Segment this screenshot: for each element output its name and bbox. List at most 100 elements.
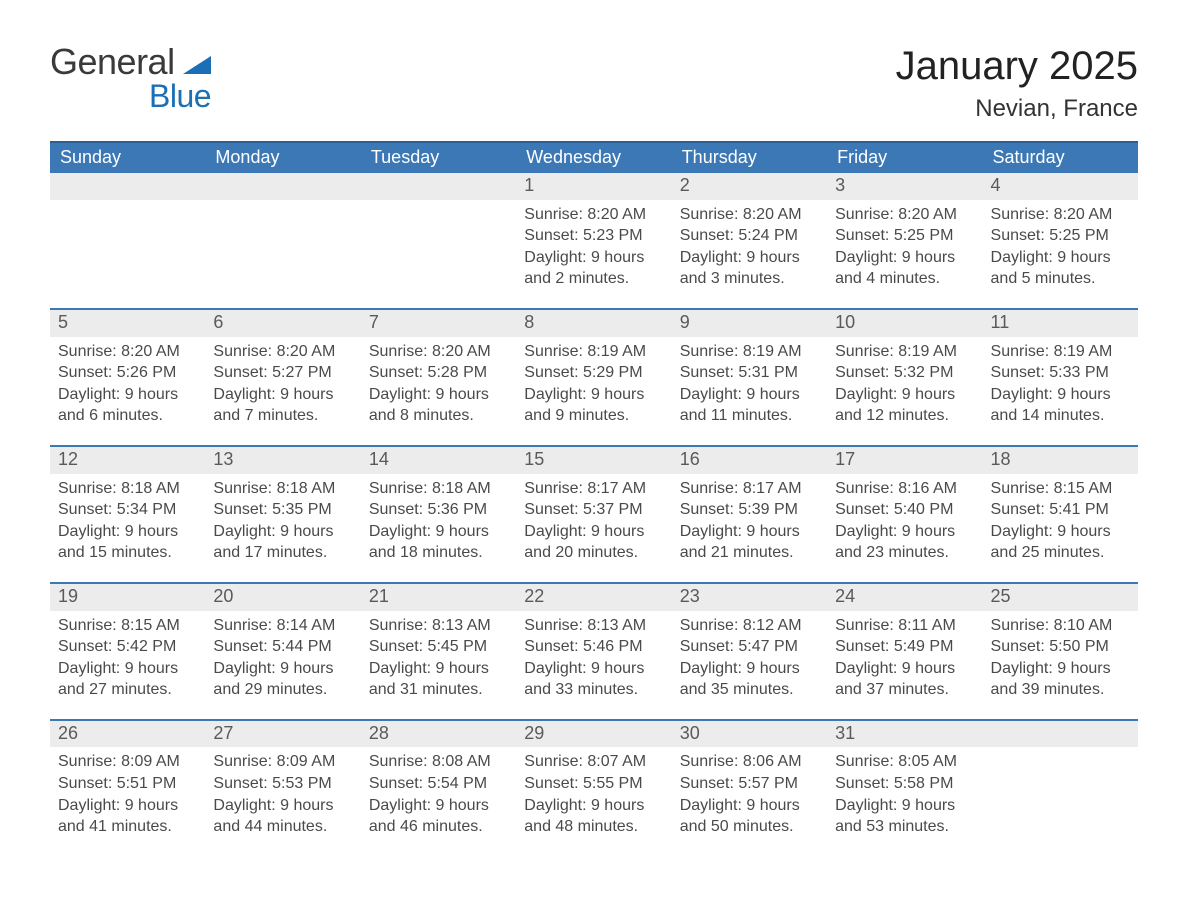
day-info: Sunrise: 8:11 AMSunset: 5:49 PMDaylight:… bbox=[827, 611, 982, 701]
sunset-line: Sunset: 5:29 PM bbox=[524, 362, 663, 384]
day-number: 29 bbox=[516, 721, 671, 748]
day-info: Sunrise: 8:15 AMSunset: 5:42 PMDaylight:… bbox=[50, 611, 205, 701]
sunrise-line: Sunrise: 8:13 AM bbox=[524, 615, 663, 637]
calendar-cell: 8 Sunrise: 8:19 AMSunset: 5:29 PMDaylight… bbox=[516, 309, 671, 446]
daylight-line: Daylight: 9 hours and 31 minutes. bbox=[369, 658, 508, 701]
calendar-cell: 17Sunrise: 8:16 AMSunset: 5:40 PMDayligh… bbox=[827, 446, 982, 583]
day-number bbox=[50, 173, 205, 200]
day-number: 20 bbox=[205, 584, 360, 611]
sunset-line: Sunset: 5:44 PM bbox=[213, 636, 352, 658]
daylight-line: Daylight: 9 hours and 12 minutes. bbox=[835, 384, 974, 427]
calendar-cell: 16Sunrise: 8:17 AMSunset: 5:39 PMDayligh… bbox=[672, 446, 827, 583]
calendar-cell: 15Sunrise: 8:17 AMSunset: 5:37 PMDayligh… bbox=[516, 446, 671, 583]
daylight-line: Daylight: 9 hours and 25 minutes. bbox=[991, 521, 1130, 564]
sunrise-line: Sunrise: 8:18 AM bbox=[213, 478, 352, 500]
calendar-cell bbox=[983, 720, 1138, 856]
day-number: 23 bbox=[672, 584, 827, 611]
location: Nevian, France bbox=[896, 95, 1138, 123]
day-info: Sunrise: 8:19 AMSunset: 5:33 PMDaylight:… bbox=[983, 337, 1138, 427]
day-number: 2 bbox=[672, 173, 827, 200]
sunrise-line: Sunrise: 8:19 AM bbox=[680, 341, 819, 363]
sunrise-line: Sunrise: 8:20 AM bbox=[213, 341, 352, 363]
day-info: Sunrise: 8:13 AMSunset: 5:46 PMDaylight:… bbox=[516, 611, 671, 701]
day-number: 12 bbox=[50, 447, 205, 474]
month-title: January 2025 bbox=[896, 44, 1138, 89]
daylight-line: Daylight: 9 hours and 35 minutes. bbox=[680, 658, 819, 701]
sunrise-line: Sunrise: 8:16 AM bbox=[835, 478, 974, 500]
calendar-week-row: 12Sunrise: 8:18 AMSunset: 5:34 PMDayligh… bbox=[50, 446, 1138, 583]
calendar-cell: 27Sunrise: 8:09 AMSunset: 5:53 PMDayligh… bbox=[205, 720, 360, 856]
calendar-cell: 31Sunrise: 8:05 AMSunset: 5:58 PMDayligh… bbox=[827, 720, 982, 856]
daylight-line: Daylight: 9 hours and 17 minutes. bbox=[213, 521, 352, 564]
sunrise-line: Sunrise: 8:09 AM bbox=[58, 751, 197, 773]
calendar-cell: 13Sunrise: 8:18 AMSunset: 5:35 PMDayligh… bbox=[205, 446, 360, 583]
daylight-line: Daylight: 9 hours and 2 minutes. bbox=[524, 247, 663, 290]
calendar-cell: 20Sunrise: 8:14 AMSunset: 5:44 PMDayligh… bbox=[205, 583, 360, 720]
sunrise-line: Sunrise: 8:07 AM bbox=[524, 751, 663, 773]
sunrise-line: Sunrise: 8:20 AM bbox=[991, 204, 1130, 226]
sunset-line: Sunset: 5:33 PM bbox=[991, 362, 1130, 384]
calendar-cell: 22Sunrise: 8:13 AMSunset: 5:46 PMDayligh… bbox=[516, 583, 671, 720]
calendar-week-row: 5Sunrise: 8:20 AMSunset: 5:26 PMDaylight… bbox=[50, 309, 1138, 446]
day-number: 8 bbox=[516, 310, 671, 337]
calendar-cell: 18Sunrise: 8:15 AMSunset: 5:41 PMDayligh… bbox=[983, 446, 1138, 583]
daylight-line: Daylight: 9 hours and 48 minutes. bbox=[524, 795, 663, 838]
sunset-line: Sunset: 5:26 PM bbox=[58, 362, 197, 384]
daylight-line: Daylight: 9 hours and 21 minutes. bbox=[680, 521, 819, 564]
calendar-week-row: 19Sunrise: 8:15 AMSunset: 5:42 PMDayligh… bbox=[50, 583, 1138, 720]
sunset-line: Sunset: 5:28 PM bbox=[369, 362, 508, 384]
calendar-cell: 4Sunrise: 8:20 AMSunset: 5:25 PMDaylight… bbox=[983, 173, 1138, 309]
logo: General Blue bbox=[50, 44, 211, 112]
daylight-line: Daylight: 9 hours and 9 minutes. bbox=[524, 384, 663, 427]
calendar-cell: 21Sunrise: 8:13 AMSunset: 5:45 PMDayligh… bbox=[361, 583, 516, 720]
calendar-week-row: 26Sunrise: 8:09 AMSunset: 5:51 PMDayligh… bbox=[50, 720, 1138, 856]
calendar-cell: 2Sunrise: 8:20 AMSunset: 5:24 PMDaylight… bbox=[672, 173, 827, 309]
day-info: Sunrise: 8:17 AMSunset: 5:39 PMDaylight:… bbox=[672, 474, 827, 564]
sunset-line: Sunset: 5:41 PM bbox=[991, 499, 1130, 521]
day-number: 30 bbox=[672, 721, 827, 748]
day-info bbox=[983, 747, 1138, 751]
sunset-line: Sunset: 5:24 PM bbox=[680, 225, 819, 247]
sunrise-line: Sunrise: 8:17 AM bbox=[524, 478, 663, 500]
calendar-cell: 6Sunrise: 8:20 AMSunset: 5:27 PMDaylight… bbox=[205, 309, 360, 446]
sunset-line: Sunset: 5:53 PM bbox=[213, 773, 352, 795]
day-number: 10 bbox=[827, 310, 982, 337]
weekday-header: Sunday bbox=[50, 142, 205, 173]
weekday-header-row: Sunday Monday Tuesday Wednesday Thursday… bbox=[50, 142, 1138, 173]
calendar-cell: 7Sunrise: 8:20 AMSunset: 5:28 PMDaylight… bbox=[361, 309, 516, 446]
day-info: Sunrise: 8:08 AMSunset: 5:54 PMDaylight:… bbox=[361, 747, 516, 837]
daylight-line: Daylight: 9 hours and 5 minutes. bbox=[991, 247, 1130, 290]
day-info: Sunrise: 8:20 AMSunset: 5:24 PMDaylight:… bbox=[672, 200, 827, 290]
day-number: 1 bbox=[516, 173, 671, 200]
day-number bbox=[983, 721, 1138, 748]
day-info bbox=[361, 200, 516, 204]
sunrise-line: Sunrise: 8:17 AM bbox=[680, 478, 819, 500]
daylight-line: Daylight: 9 hours and 33 minutes. bbox=[524, 658, 663, 701]
sunset-line: Sunset: 5:37 PM bbox=[524, 499, 663, 521]
calendar-cell: 28Sunrise: 8:08 AMSunset: 5:54 PMDayligh… bbox=[361, 720, 516, 856]
sunrise-line: Sunrise: 8:19 AM bbox=[524, 341, 663, 363]
sunset-line: Sunset: 5:31 PM bbox=[680, 362, 819, 384]
sunrise-line: Sunrise: 8:11 AM bbox=[835, 615, 974, 637]
day-info bbox=[50, 200, 205, 204]
daylight-line: Daylight: 9 hours and 8 minutes. bbox=[369, 384, 508, 427]
title-block: January 2025 Nevian, France bbox=[896, 44, 1138, 123]
daylight-line: Daylight: 9 hours and 37 minutes. bbox=[835, 658, 974, 701]
day-info: Sunrise: 8:09 AMSunset: 5:51 PMDaylight:… bbox=[50, 747, 205, 837]
day-info: Sunrise: 8:18 AMSunset: 5:34 PMDaylight:… bbox=[50, 474, 205, 564]
header: General Blue January 2025 Nevian, France bbox=[50, 44, 1138, 123]
logo-part2: Blue bbox=[149, 78, 211, 114]
day-number bbox=[361, 173, 516, 200]
daylight-line: Daylight: 9 hours and 29 minutes. bbox=[213, 658, 352, 701]
day-info: Sunrise: 8:05 AMSunset: 5:58 PMDaylight:… bbox=[827, 747, 982, 837]
day-info: Sunrise: 8:19 AMSunset: 5:31 PMDaylight:… bbox=[672, 337, 827, 427]
day-number: 24 bbox=[827, 584, 982, 611]
daylight-line: Daylight: 9 hours and 18 minutes. bbox=[369, 521, 508, 564]
day-number: 21 bbox=[361, 584, 516, 611]
page: General Blue January 2025 Nevian, France bbox=[0, 0, 1188, 886]
calendar-cell bbox=[50, 173, 205, 309]
day-info bbox=[205, 200, 360, 204]
daylight-line: Daylight: 9 hours and 20 minutes. bbox=[524, 521, 663, 564]
day-info: Sunrise: 8:14 AMSunset: 5:44 PMDaylight:… bbox=[205, 611, 360, 701]
day-info: Sunrise: 8:15 AMSunset: 5:41 PMDaylight:… bbox=[983, 474, 1138, 564]
